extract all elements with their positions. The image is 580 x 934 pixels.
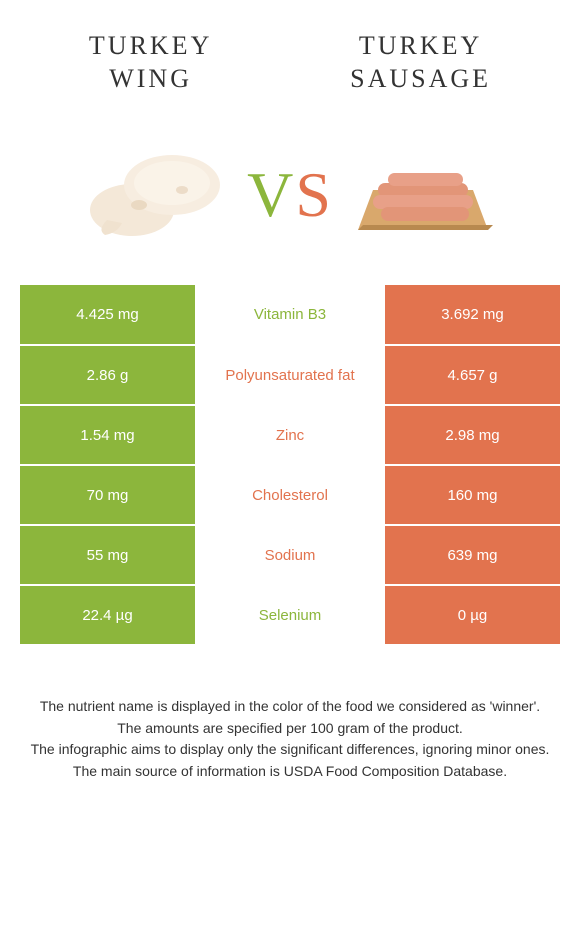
value-left: 2.86 g (20, 345, 195, 405)
value-left: 4.425 mg (20, 285, 195, 345)
vs-v: V (247, 159, 295, 230)
vs-label: VS (247, 158, 333, 232)
title-left: Turkey wing (89, 30, 212, 95)
nutrient-label: Cholesterol (195, 465, 385, 525)
food-image-right (343, 135, 503, 255)
value-right: 0 µg (385, 585, 560, 645)
footer: The nutrient name is displayed in the co… (0, 646, 580, 803)
value-right: 160 mg (385, 465, 560, 525)
header: Turkey wing Turkey sausage (0, 0, 580, 115)
nutrient-label: Polyunsaturated fat (195, 345, 385, 405)
value-right: 639 mg (385, 525, 560, 585)
nutrient-label: Vitamin B3 (195, 285, 385, 345)
footer-line: The amounts are specified per 100 gram o… (20, 718, 560, 740)
value-right: 4.657 g (385, 345, 560, 405)
food-image-left (77, 135, 237, 255)
table-row: 1.54 mgZinc2.98 mg (20, 405, 560, 465)
footer-line: The nutrient name is displayed in the co… (20, 696, 560, 718)
nutrient-label: Zinc (195, 405, 385, 465)
value-left: 55 mg (20, 525, 195, 585)
footer-line: The main source of information is USDA F… (20, 761, 560, 783)
table-row: 70 mgCholesterol160 mg (20, 465, 560, 525)
table-row: 4.425 mgVitamin B33.692 mg (20, 285, 560, 345)
value-right: 3.692 mg (385, 285, 560, 345)
value-right: 2.98 mg (385, 405, 560, 465)
vs-s: S (295, 159, 333, 230)
footer-line: The infographic aims to display only the… (20, 739, 560, 761)
value-left: 1.54 mg (20, 405, 195, 465)
table-row: 2.86 gPolyunsaturated fat4.657 g (20, 345, 560, 405)
nutrient-label: Selenium (195, 585, 385, 645)
value-left: 22.4 µg (20, 585, 195, 645)
value-left: 70 mg (20, 465, 195, 525)
nutrient-table: 4.425 mgVitamin B33.692 mg2.86 gPolyunsa… (20, 285, 560, 646)
table-row: 22.4 µgSelenium0 µg (20, 585, 560, 645)
table-row: 55 mgSodium639 mg (20, 525, 560, 585)
vs-row: VS (0, 115, 580, 285)
nutrient-label: Sodium (195, 525, 385, 585)
title-right: Turkey sausage (350, 30, 491, 95)
